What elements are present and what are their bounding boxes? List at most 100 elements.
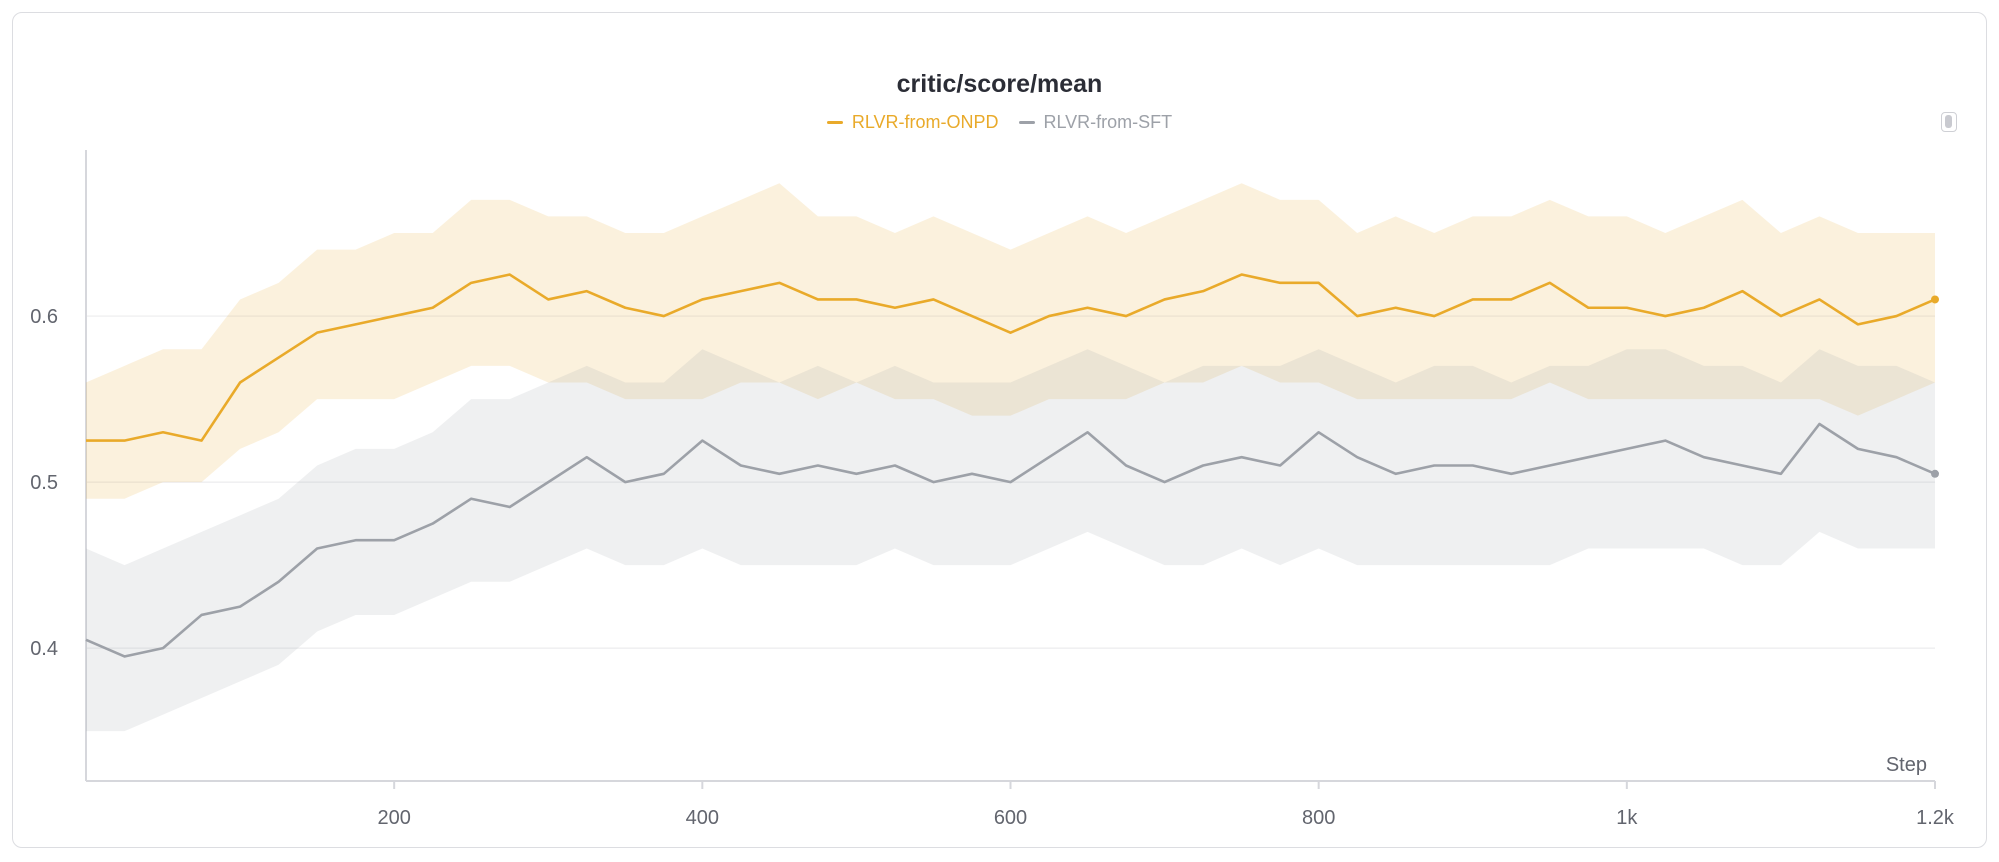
data-point-sft	[547, 481, 549, 483]
data-point-sft	[1664, 439, 1666, 441]
data-point-onpd	[1780, 315, 1782, 317]
data-point-sft	[1587, 456, 1589, 458]
data-point-sft	[971, 473, 973, 475]
chart-legend: RLVR-from-ONPD RLVR-from-SFT	[0, 112, 1999, 133]
data-point-sft	[1780, 473, 1782, 475]
data-point-onpd	[663, 315, 665, 317]
data-point-onpd	[277, 356, 279, 358]
data-point-sft	[740, 464, 742, 466]
data-point-onpd	[1741, 290, 1743, 292]
data-point-onpd	[855, 298, 857, 300]
data-point-sft	[932, 481, 934, 483]
data-point-sft	[1279, 464, 1281, 466]
data-point-sft	[1895, 456, 1897, 458]
data-point-onpd	[1086, 307, 1088, 309]
chart-panel	[12, 12, 1987, 848]
data-point-onpd	[123, 439, 125, 441]
data-point-onpd	[1048, 315, 1050, 317]
data-point-onpd	[354, 323, 356, 325]
y-tick-label: 0.4	[30, 638, 58, 660]
series-line-sft	[85, 422, 1936, 658]
x-tick-label: 1k	[1616, 807, 1638, 829]
legend-item-sft[interactable]: RLVR-from-SFT	[1018, 112, 1173, 133]
data-point-onpd	[894, 307, 896, 309]
data-point-onpd	[740, 290, 742, 292]
data-point-sft	[431, 522, 433, 524]
data-point-sft	[393, 539, 395, 541]
y-tick-label: 0.5	[30, 472, 58, 494]
data-point-onpd	[1163, 298, 1165, 300]
data-point-onpd	[1626, 307, 1628, 309]
data-point-onpd	[1857, 323, 1859, 325]
raw-band-sft	[86, 349, 1935, 732]
data-point-sft	[239, 605, 241, 607]
data-point-onpd	[932, 298, 934, 300]
data-point-onpd	[1587, 307, 1589, 309]
data-point-onpd	[1664, 315, 1666, 317]
legend-label-onpd: RLVR-from-ONPD	[851, 112, 999, 132]
series-end-dot-onpd	[1931, 295, 1939, 304]
data-point-sft	[586, 456, 588, 458]
data-point-onpd	[393, 315, 395, 317]
data-point-sft	[509, 506, 511, 508]
data-point-sft	[1549, 464, 1551, 466]
data-point-sft	[1857, 448, 1859, 450]
data-point-onpd	[1549, 282, 1551, 284]
data-point-onpd	[1009, 331, 1011, 333]
x-tick-label: 800	[1302, 807, 1335, 829]
data-point-onpd	[701, 298, 703, 300]
data-point-sft	[1086, 431, 1088, 433]
data-point-sft	[470, 498, 472, 500]
data-point-sft	[162, 647, 164, 649]
data-point-sft	[1317, 431, 1319, 433]
data-point-onpd	[316, 331, 318, 333]
legend-item-onpd[interactable]: RLVR-from-ONPD	[826, 112, 999, 133]
series-end-dot-sft	[1931, 469, 1939, 478]
data-point-onpd	[1510, 298, 1512, 300]
x-tick-label: 600	[994, 807, 1027, 829]
data-point-sft	[1433, 464, 1435, 466]
data-point-sft	[316, 547, 318, 549]
data-point-onpd	[778, 282, 780, 284]
data-point-sft	[855, 473, 857, 475]
data-point-onpd	[1279, 282, 1281, 284]
data-point-onpd	[1895, 315, 1897, 317]
x-tick-label: 1.2k	[1916, 807, 1955, 829]
data-point-sft	[1163, 481, 1165, 483]
x-tick-label: 400	[686, 807, 719, 829]
data-point-onpd	[1202, 290, 1204, 292]
data-point-onpd	[1240, 273, 1242, 275]
scroll-handle-icon[interactable]	[1941, 112, 1957, 132]
data-point-sft	[85, 639, 87, 641]
legend-swatch-sft	[1018, 121, 1035, 124]
data-point-sft	[624, 481, 626, 483]
data-point-onpd	[1703, 307, 1705, 309]
data-point-sft	[778, 473, 780, 475]
data-point-sft	[1240, 456, 1242, 458]
raw-band-onpd	[86, 183, 1935, 499]
data-point-onpd	[547, 298, 549, 300]
data-point-onpd	[200, 439, 202, 441]
data-point-onpd	[470, 282, 472, 284]
data-point-onpd	[431, 307, 433, 309]
data-point-onpd	[1818, 298, 1820, 300]
data-point-onpd	[1125, 315, 1127, 317]
data-point-sft	[354, 539, 356, 541]
data-point-sft	[1703, 456, 1705, 458]
data-point-onpd	[624, 307, 626, 309]
data-point-onpd	[85, 439, 87, 441]
legend-swatch-onpd	[826, 121, 843, 124]
data-point-onpd	[1395, 307, 1397, 309]
data-point-sft	[1125, 464, 1127, 466]
data-point-sft	[1510, 473, 1512, 475]
data-point-sft	[277, 581, 279, 583]
data-point-sft	[663, 473, 665, 475]
data-point-sft	[1395, 473, 1397, 475]
chart-title: critic/score/mean	[896, 70, 1103, 98]
data-point-sft	[817, 464, 819, 466]
series-line-onpd	[86, 273, 1936, 442]
data-point-sft	[200, 614, 202, 616]
legend-label-sft: RLVR-from-SFT	[1043, 112, 1173, 132]
y-tick-label: 0.6	[30, 306, 58, 328]
data-point-sft	[1048, 456, 1050, 458]
